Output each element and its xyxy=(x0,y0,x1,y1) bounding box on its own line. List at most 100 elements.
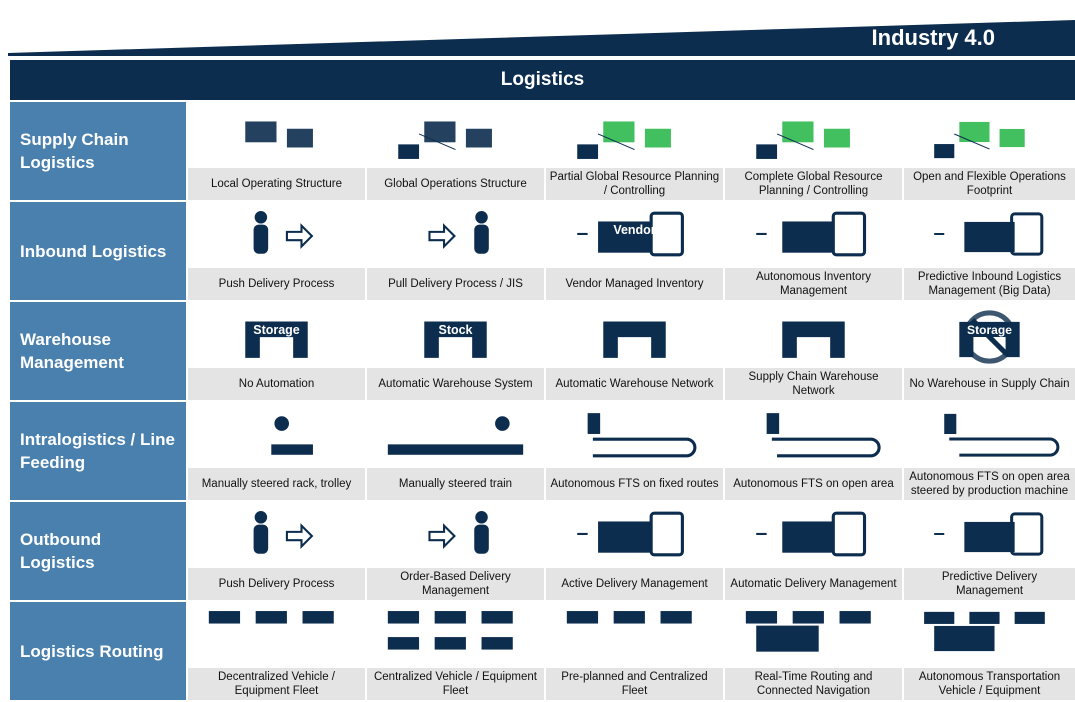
table-cell: Stock Automatic Warehouse System xyxy=(367,302,544,400)
cell-icon xyxy=(782,321,845,358)
table-cell: Push Delivery Process xyxy=(188,502,365,600)
cell-caption: Push Delivery Process xyxy=(188,268,365,300)
cell-caption: Local Operating Structure xyxy=(188,168,365,200)
table-cell: Autonomous FTS on open area steered by p… xyxy=(904,402,1075,500)
cell-caption: Autonomous Transportation Vehicle / Equi… xyxy=(904,668,1075,700)
cell-caption: Automatic Warehouse System xyxy=(367,368,544,400)
table-cell: Real-Time Routing and Connected Navigati… xyxy=(725,602,902,700)
cell-icon xyxy=(245,121,313,148)
table: Supply Chain Logistics Local Operating St… xyxy=(10,102,1075,702)
cell-icon xyxy=(756,211,867,257)
cell-icon xyxy=(756,121,850,159)
table-cell: Automatic Delivery Management xyxy=(725,502,902,600)
cell-caption: Autonomous FTS on open area steered by p… xyxy=(904,468,1075,500)
cell-caption: Centralized Vehicle / Equipment Fleet xyxy=(367,668,544,700)
cell-icon: Storage xyxy=(245,321,308,358)
table-cell: Open and Flexible Operations Footprint xyxy=(904,102,1075,200)
row-label: Inbound Logistics xyxy=(10,202,186,300)
table-cell: Decentralized Vehicle / Equipment Fleet xyxy=(188,602,365,700)
table-cell: Pull Delivery Process / JIS xyxy=(367,202,544,300)
cell-caption: Autonomous FTS on open area xyxy=(725,468,902,500)
icon-label: Storage xyxy=(253,323,300,337)
cell-caption: Push Delivery Process xyxy=(188,568,365,600)
table-cell: Predictive Delivery Management xyxy=(904,502,1075,600)
cell-caption: Autonomous Inventory Management xyxy=(725,268,902,300)
cell-icon: Stock xyxy=(424,321,487,358)
table-cell: Centralized Vehicle / Equipment Fleet xyxy=(367,602,544,700)
table-title: Logistics xyxy=(10,60,1075,100)
table-cell: Storage No Automation xyxy=(188,302,365,400)
cell-icon xyxy=(387,611,513,650)
row-label: Outbound Logistics xyxy=(10,502,186,600)
cell-caption: Decentralized Vehicle / Equipment Fleet xyxy=(188,668,365,700)
icon-label: Stock xyxy=(439,323,473,337)
row-label: Warehouse Management xyxy=(10,302,186,400)
table-cell: Push Delivery Process xyxy=(188,202,365,300)
cell-icon xyxy=(934,212,1044,256)
table-cell: Manually steered train xyxy=(367,402,544,500)
cell-caption: Partial Global Resource Planning / Contr… xyxy=(546,168,723,200)
icon-label: Storage xyxy=(967,323,1012,337)
cell-icon xyxy=(745,611,871,652)
table-cell: Global Operations Structure xyxy=(367,102,544,200)
table-cell: Autonomous Transportation Vehicle / Equi… xyxy=(904,602,1075,700)
cell-caption: Predictive Inbound Logistics Management … xyxy=(904,268,1075,300)
table-row: Logistics Routing Decentralized Vehicle /… xyxy=(10,602,1075,700)
table-row: Inbound Logistics Push Delivery Process Pu… xyxy=(10,202,1075,300)
cell-caption: Vendor Managed Inventory xyxy=(546,268,723,300)
table-cell: Partial Global Resource Planning / Contr… xyxy=(546,102,723,200)
cell-caption: Order-Based Delivery Management xyxy=(367,568,544,600)
cell-caption: Pre-planned and Centralized Fleet xyxy=(546,668,723,700)
cell-caption: No Warehouse in Supply Chain xyxy=(904,368,1075,400)
cell-icon xyxy=(934,121,1025,159)
cell-icon xyxy=(208,611,334,624)
cell-icon xyxy=(603,321,666,358)
cell-caption: No Automation xyxy=(188,368,365,400)
table-cell: Automatic Warehouse Network xyxy=(546,302,723,400)
cell-icon xyxy=(756,511,867,557)
cell-caption: Manually steered train xyxy=(367,468,544,500)
cell-icon xyxy=(253,211,314,254)
cell-icon xyxy=(566,611,692,624)
table-cell: Autonomous Inventory Management xyxy=(725,202,902,300)
table-cell: Local Operating Structure xyxy=(188,102,365,200)
cell-caption: Automatic Warehouse Network xyxy=(546,368,723,400)
cell-icon xyxy=(387,416,524,455)
table-cell: Active Delivery Management xyxy=(546,502,723,600)
table-cell: Order-Based Delivery Management xyxy=(367,502,544,600)
icon-label: Vendor xyxy=(613,223,655,237)
table-cell: Autonomous FTS on fixed routes xyxy=(546,402,723,500)
table-cell: Complete Global Resource Planning / Cont… xyxy=(725,102,902,200)
header-band xyxy=(8,20,1075,58)
table-cell: Manually steered rack, trolley xyxy=(188,402,365,500)
table-cell: Storage No Warehouse in Supply Chain xyxy=(904,302,1075,400)
cell-icon xyxy=(271,416,313,455)
cell-caption: Complete Global Resource Planning / Cont… xyxy=(725,168,902,200)
table-row: Outbound Logistics Push Delivery Process O… xyxy=(10,502,1075,600)
cell-icon xyxy=(924,611,1045,652)
cell-caption: Active Delivery Management xyxy=(546,568,723,600)
cell-icon xyxy=(428,211,489,254)
cell-icon xyxy=(428,511,489,554)
header-title: Industry 4.0 xyxy=(871,25,995,50)
row-label: Intralogistics / Line Feeding xyxy=(10,402,186,500)
cell-icon xyxy=(253,511,314,554)
table-row: Supply Chain Logistics Local Operating St… xyxy=(10,102,1075,200)
row-label: Supply Chain Logistics xyxy=(10,102,186,200)
cell-caption: Real-Time Routing and Connected Navigati… xyxy=(725,668,902,700)
cell-icon xyxy=(587,413,697,458)
cell-icon xyxy=(934,512,1044,556)
cell-caption: Open and Flexible Operations Footprint xyxy=(904,168,1075,200)
cell-icon xyxy=(766,413,881,458)
cell-caption: Supply Chain Warehouse Network xyxy=(725,368,902,400)
cell-caption: Automatic Delivery Management xyxy=(725,568,902,600)
cell-icon xyxy=(577,511,684,557)
cell-caption: Global Operations Structure xyxy=(367,168,544,200)
table-cell: Pre-planned and Centralized Fleet xyxy=(546,602,723,700)
table-cell: Supply Chain Warehouse Network xyxy=(725,302,902,400)
table-cell: Predictive Inbound Logistics Management … xyxy=(904,202,1075,300)
table-row: Warehouse Management Storage No Automation… xyxy=(10,302,1075,400)
cell-icon xyxy=(944,413,1060,457)
table-row: Intralogistics / Line Feeding Manually st… xyxy=(10,402,1075,500)
